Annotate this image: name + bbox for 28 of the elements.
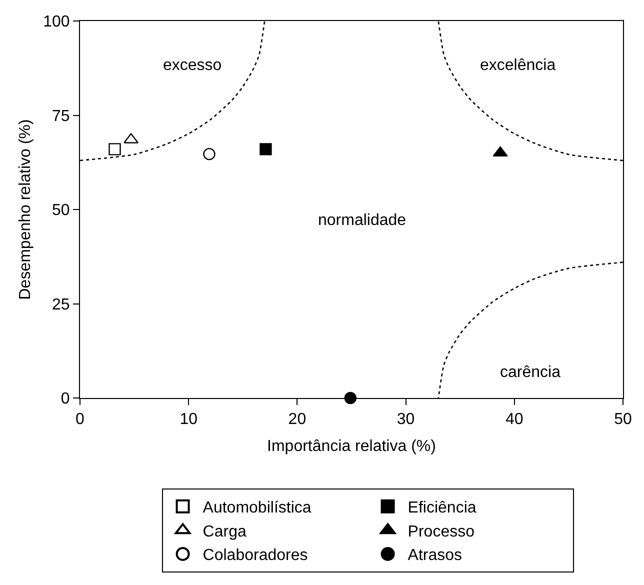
annotation: excesso — [163, 57, 222, 74]
legend-label: Colaboradores — [202, 547, 308, 564]
point — [260, 143, 272, 156]
x-tick-label: 30 — [396, 411, 415, 428]
y-axis-title: Desempenho relativo (%) — [16, 119, 34, 300]
y-tick-label: 100 — [43, 14, 70, 31]
annotation: normalidade — [318, 212, 406, 229]
point — [108, 143, 121, 156]
annotation: excelência — [480, 57, 556, 74]
point — [344, 392, 357, 404]
legend-label: Processo — [408, 523, 475, 540]
y-tick-label: 25 — [52, 296, 70, 314]
y-tick-label: 75 — [52, 108, 70, 125]
y-tick-label: 0 — [60, 390, 70, 408]
legend-label: Eficiência — [408, 500, 476, 517]
x-tick-label: 40 — [506, 411, 524, 428]
x-tick-label: 10 — [180, 411, 198, 428]
y-tick-label: 50 — [52, 202, 70, 220]
point — [492, 146, 508, 157]
x-tick-label: 50 — [614, 411, 632, 428]
legend-label: Automobilística — [202, 500, 312, 517]
legend-label: Atrasos — [408, 547, 462, 564]
x-tick-label: 20 — [288, 411, 306, 428]
point — [203, 148, 216, 160]
x-axis-title: Importância relativa (%) — [267, 438, 436, 455]
legend-label: Carga — [202, 523, 246, 540]
x-tick-label: 0 — [76, 411, 85, 428]
annotation: carência — [500, 364, 561, 381]
